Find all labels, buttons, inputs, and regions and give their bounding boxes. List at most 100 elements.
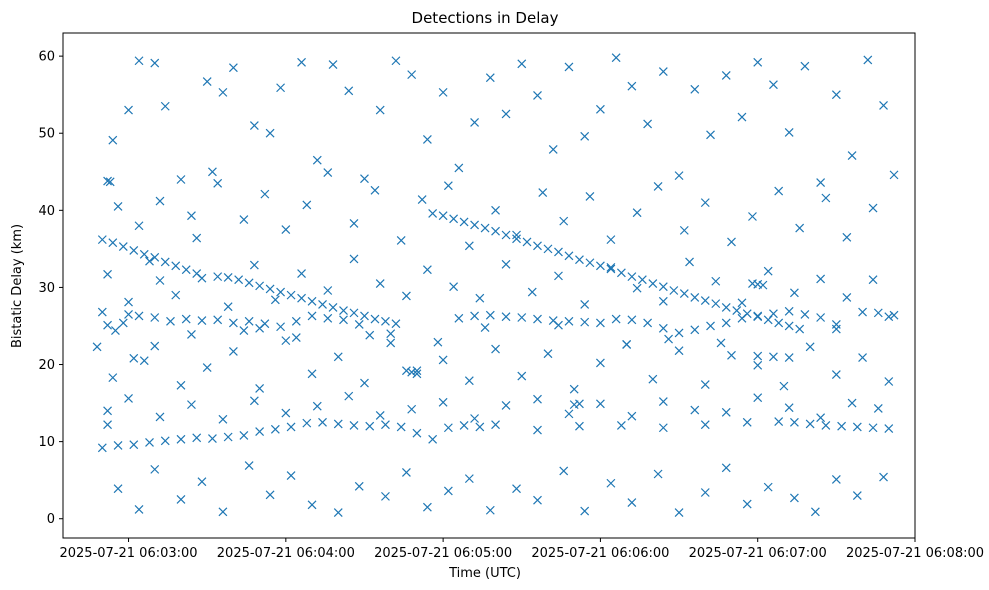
data-point bbox=[176, 175, 186, 184]
data-point bbox=[208, 167, 217, 177]
data-point bbox=[690, 293, 700, 302]
data-point bbox=[255, 427, 265, 437]
y-tick-label: 0 bbox=[47, 512, 55, 527]
data-point bbox=[129, 245, 139, 255]
data-point bbox=[606, 478, 616, 488]
data-point bbox=[674, 346, 684, 356]
data-point bbox=[700, 296, 710, 305]
data-point bbox=[575, 255, 584, 265]
data-point bbox=[360, 378, 369, 388]
data-point bbox=[816, 178, 826, 187]
data-point bbox=[108, 373, 118, 383]
data-point bbox=[831, 324, 841, 334]
data-point bbox=[265, 284, 275, 294]
data-point bbox=[113, 441, 123, 450]
data-point bbox=[459, 217, 469, 227]
data-point bbox=[281, 336, 291, 346]
data-point bbox=[92, 342, 102, 352]
data-point bbox=[297, 293, 306, 303]
data-point bbox=[187, 330, 196, 339]
data-point bbox=[711, 299, 721, 309]
data-point bbox=[124, 309, 133, 319]
data-point bbox=[721, 318, 731, 328]
data-point bbox=[396, 235, 406, 245]
data-point bbox=[774, 417, 784, 427]
data-point bbox=[349, 219, 359, 228]
data-point bbox=[611, 314, 621, 324]
data-point bbox=[381, 491, 390, 501]
data-point bbox=[470, 118, 480, 127]
data-point bbox=[118, 318, 128, 328]
data-point bbox=[595, 318, 605, 328]
data-point bbox=[124, 394, 133, 403]
data-point bbox=[307, 369, 317, 379]
data-point bbox=[255, 323, 265, 333]
data-point bbox=[879, 472, 888, 482]
data-point bbox=[658, 67, 668, 76]
data-point bbox=[889, 170, 899, 180]
data-point bbox=[868, 275, 878, 285]
data-point bbox=[821, 193, 831, 203]
data-point bbox=[674, 328, 684, 338]
data-point bbox=[575, 421, 584, 431]
data-point bbox=[858, 353, 867, 363]
x-tick-label: 2025-07-21 06:03:00 bbox=[59, 546, 197, 561]
data-point bbox=[690, 84, 700, 94]
data-point bbox=[155, 276, 165, 285]
data-point bbox=[422, 265, 432, 275]
data-point bbox=[784, 321, 794, 331]
data-point bbox=[742, 417, 752, 427]
data-point bbox=[711, 276, 721, 286]
data-point bbox=[150, 341, 160, 351]
data-point bbox=[606, 264, 616, 274]
data-point bbox=[648, 279, 658, 288]
data-point bbox=[365, 330, 375, 340]
data-point bbox=[150, 58, 160, 68]
data-point bbox=[354, 320, 364, 329]
data-point bbox=[491, 205, 500, 215]
data-point bbox=[249, 121, 259, 130]
data-point bbox=[533, 495, 542, 505]
data-point bbox=[569, 384, 579, 394]
data-point bbox=[239, 431, 249, 440]
data-point bbox=[111, 326, 120, 336]
data-point bbox=[139, 249, 149, 259]
data-point bbox=[679, 225, 689, 235]
x-axis-label: Time (UTC) bbox=[448, 566, 521, 581]
data-point bbox=[637, 275, 647, 285]
data-point bbox=[769, 352, 778, 362]
data-point bbox=[690, 325, 700, 335]
data-point bbox=[658, 282, 668, 292]
data-point bbox=[318, 417, 327, 427]
data-point bbox=[627, 498, 637, 507]
data-point bbox=[318, 299, 327, 309]
data-point bbox=[658, 397, 668, 406]
data-point bbox=[160, 101, 170, 111]
data-point bbox=[276, 83, 286, 93]
y-axis-label: Bistatic Delay (km) bbox=[10, 224, 25, 348]
data-point bbox=[197, 316, 207, 326]
data-point bbox=[580, 506, 590, 516]
data-point bbox=[370, 185, 380, 195]
data-point bbox=[333, 352, 343, 362]
data-point bbox=[105, 177, 115, 187]
data-point bbox=[879, 101, 888, 110]
x-tick-label: 2025-07-21 06:08:00 bbox=[846, 546, 984, 561]
data-point bbox=[512, 234, 521, 244]
data-point bbox=[244, 278, 254, 288]
data-point bbox=[491, 226, 500, 236]
data-point bbox=[412, 369, 422, 379]
data-point bbox=[464, 474, 474, 484]
data-point bbox=[674, 171, 684, 181]
data-point bbox=[260, 189, 270, 199]
data-point bbox=[800, 309, 810, 319]
data-point bbox=[370, 314, 380, 324]
data-point bbox=[485, 310, 495, 320]
chart-title: Detections in Delay bbox=[412, 9, 559, 27]
y-tick-label: 20 bbox=[38, 358, 55, 373]
data-point bbox=[401, 366, 411, 376]
data-point bbox=[533, 394, 542, 404]
data-point bbox=[632, 283, 642, 293]
data-point bbox=[438, 211, 448, 221]
